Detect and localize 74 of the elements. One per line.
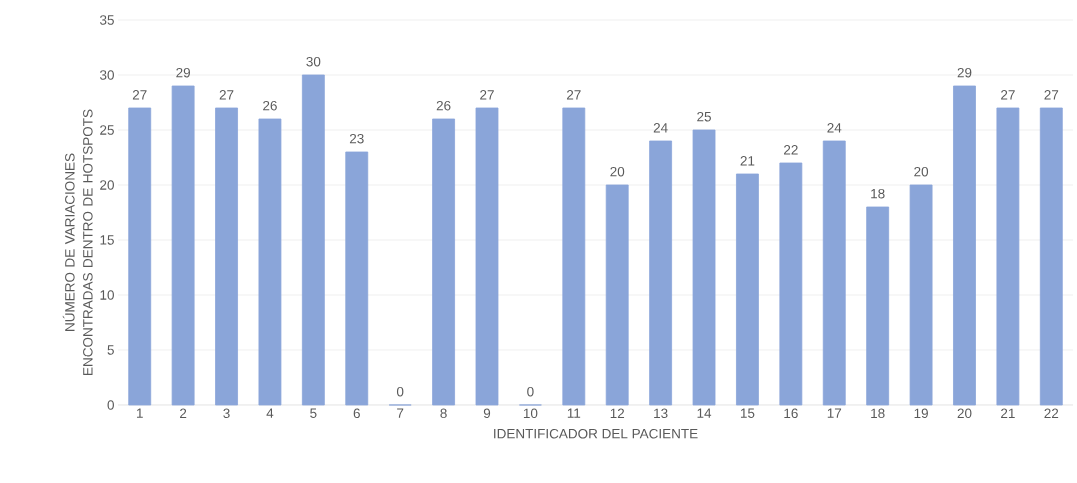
bar: [301, 74, 325, 406]
x-tick-label: 7: [397, 408, 404, 418]
bar: [649, 140, 673, 406]
data-label: 24: [827, 123, 842, 133]
bar: [475, 107, 499, 406]
bar: [822, 140, 846, 406]
bar: [953, 85, 976, 406]
y-tick-label: 0: [107, 400, 114, 410]
bar: [605, 184, 629, 406]
x-tick-label: 19: [914, 408, 928, 419]
data-label: 27: [219, 90, 234, 100]
x-tick-label: 20: [957, 408, 972, 419]
data-label: 26: [436, 100, 451, 111]
x-tick-label: 21: [1001, 408, 1015, 418]
data-label: 20: [610, 166, 625, 177]
data-label: 25: [697, 111, 711, 122]
x-tick-label: 13: [654, 408, 668, 419]
bar: [215, 107, 238, 406]
x-tick-label: 8: [440, 408, 447, 419]
data-label: 24: [653, 123, 668, 133]
x-tick-label: 1: [136, 408, 143, 418]
x-tick-label: 10: [523, 408, 538, 419]
x-tick-label: 9: [483, 408, 491, 419]
x-tick-label: 4: [266, 408, 274, 418]
y-tick-label: 5: [107, 345, 114, 355]
bar: [1039, 107, 1063, 406]
x-axis-title: IDENTIFICADOR DEL PACIENTE: [494, 428, 698, 439]
bar: [128, 107, 152, 406]
x-tick-label: 5: [310, 408, 317, 418]
bar: [171, 85, 195, 406]
data-label: 18: [871, 188, 885, 199]
y-tick-label: 35: [99, 15, 114, 25]
x-tick-label: 2: [180, 408, 187, 418]
bar: [432, 118, 455, 406]
bar: [736, 173, 759, 406]
bar: [779, 162, 803, 406]
y-tick-label: 20: [100, 180, 114, 190]
data-label: 29: [176, 67, 190, 78]
x-tick-label: 22: [1044, 408, 1059, 418]
x-tick-label: 15: [740, 408, 755, 418]
y-tick-label: 30: [99, 70, 114, 80]
y-tick-label: 10: [100, 290, 114, 300]
x-tick-label: 14: [697, 408, 712, 418]
data-label: 27: [1044, 90, 1059, 100]
bar: [866, 206, 890, 406]
y-axis-title: NÚMERO DE VARIACIONES ENCONTRADAS DENTRO DE HOTSPOTS: [62, 109, 93, 375]
data-label: 20: [914, 166, 929, 177]
data-label: 29: [957, 67, 972, 78]
data-label: 26: [263, 100, 277, 111]
data-label: 0: [396, 386, 404, 397]
x-tick-label: 6: [353, 408, 360, 419]
data-label: 23: [349, 133, 364, 144]
data-label: 27: [132, 90, 147, 100]
bar: [996, 107, 1020, 406]
data-label: 30: [306, 56, 321, 67]
data-label: 27: [480, 90, 494, 100]
bar: [258, 118, 282, 406]
data-label: 27: [1001, 90, 1015, 100]
data-label: 22: [784, 145, 798, 155]
y-tick-label: 15: [100, 235, 114, 245]
x-tick-label: 18: [871, 408, 885, 419]
bar: [345, 151, 369, 406]
data-label: 21: [740, 156, 755, 166]
x-tick-label: 17: [827, 408, 842, 418]
bar: [562, 107, 586, 406]
data-label: 27: [566, 90, 581, 100]
bar: [909, 184, 933, 406]
bar: [692, 129, 716, 406]
x-tick-label: 11: [567, 408, 581, 418]
x-tick-label: 12: [610, 408, 625, 418]
x-tick-label: 16: [784, 408, 798, 419]
x-tick-label: 3: [223, 408, 230, 419]
data-label: 0: [527, 386, 534, 397]
y-tick-label: 25: [100, 125, 114, 135]
